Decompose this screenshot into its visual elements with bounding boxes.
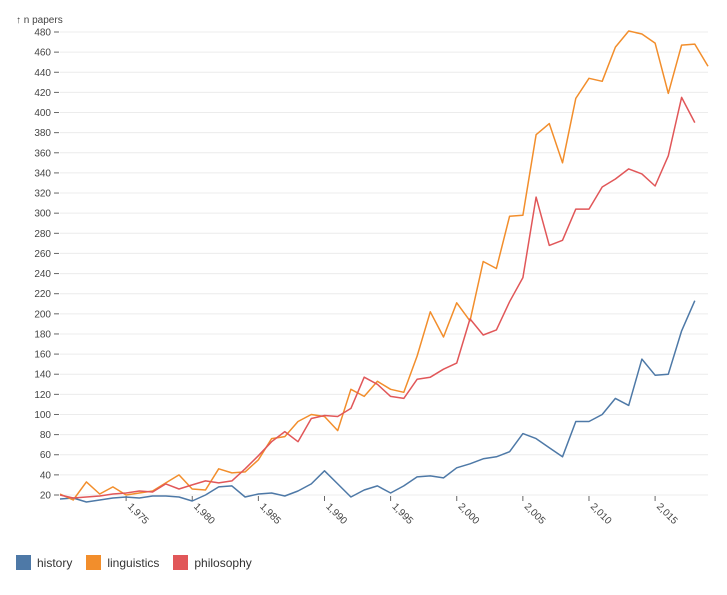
y-tick-label-120: 120 [34,390,51,401]
legend-swatch-history [16,555,31,570]
y-tick-label-260: 260 [34,249,51,260]
y-axis: 20 40 60 80 100 120 140 160 180 200 220 240 260 280 30… [34,28,59,502]
x-tick-label-1980: 1,980 [191,501,217,527]
y-tick-label-80: 80 [40,430,52,441]
series-line-linguistics [59,30,709,501]
y-tick-label-380: 380 [34,128,51,139]
y-tick-label-240: 240 [34,269,51,280]
legend-label-philosophy: philosophy [194,555,252,570]
x-tick-label-1995: 1,995 [389,501,415,527]
legend: history linguistics philosophy [16,555,252,570]
y-tick-label-280: 280 [34,229,51,240]
x-tick-label-2005: 2,005 [522,501,548,527]
y-tick-label-160: 160 [34,350,51,361]
y-tick-label-440: 440 [34,68,51,79]
y-tick-label-460: 460 [34,48,51,59]
y-tick-label-100: 100 [34,410,51,421]
y-tick-label-180: 180 [34,329,51,340]
y-tick-label-360: 360 [34,148,51,159]
y-tick-label-400: 400 [34,108,51,119]
gridlines [60,31,708,496]
x-tick-label-2010: 2,010 [588,501,614,527]
x-tick-label-1990: 1,990 [323,501,349,527]
y-tick-label-140: 140 [34,370,51,381]
x-tick-label-2000: 2,000 [456,501,482,527]
y-tick-label-480: 480 [34,28,51,39]
y-tick-label-220: 220 [34,289,51,300]
x-axis: 1,975 1,980 1,985 1,990 1,995 2,000 2,005 2,010… [125,496,680,527]
y-tick-label-40: 40 [40,470,52,481]
y-tick-label-300: 300 [34,209,51,220]
y-tick-label-60: 60 [40,450,52,461]
y-tick-label-320: 320 [34,189,51,200]
legend-item-philosophy: philosophy [173,555,252,570]
legend-label-history: history [37,555,73,570]
series-lines [59,30,709,503]
series-line-history [59,300,696,503]
y-axis-label: ↑ n papers [16,15,63,26]
legend-label-linguistics: linguistics [107,555,160,570]
legend-swatch-philosophy [173,555,189,570]
y-tick-label-20: 20 [40,491,52,502]
series-line-philosophy [59,96,696,499]
legend-item-linguistics: linguistics [86,555,159,570]
x-tick-label-1985: 1,985 [257,501,283,527]
legend-item-history: history [16,555,72,570]
y-tick-label-340: 340 [34,168,51,179]
x-tick-label-1975: 1,975 [125,501,151,527]
y-tick-label-420: 420 [34,88,51,99]
legend-swatch-linguistics [86,555,102,570]
y-tick-label-200: 200 [34,309,51,320]
x-tick-label-2015: 2,015 [654,501,680,527]
